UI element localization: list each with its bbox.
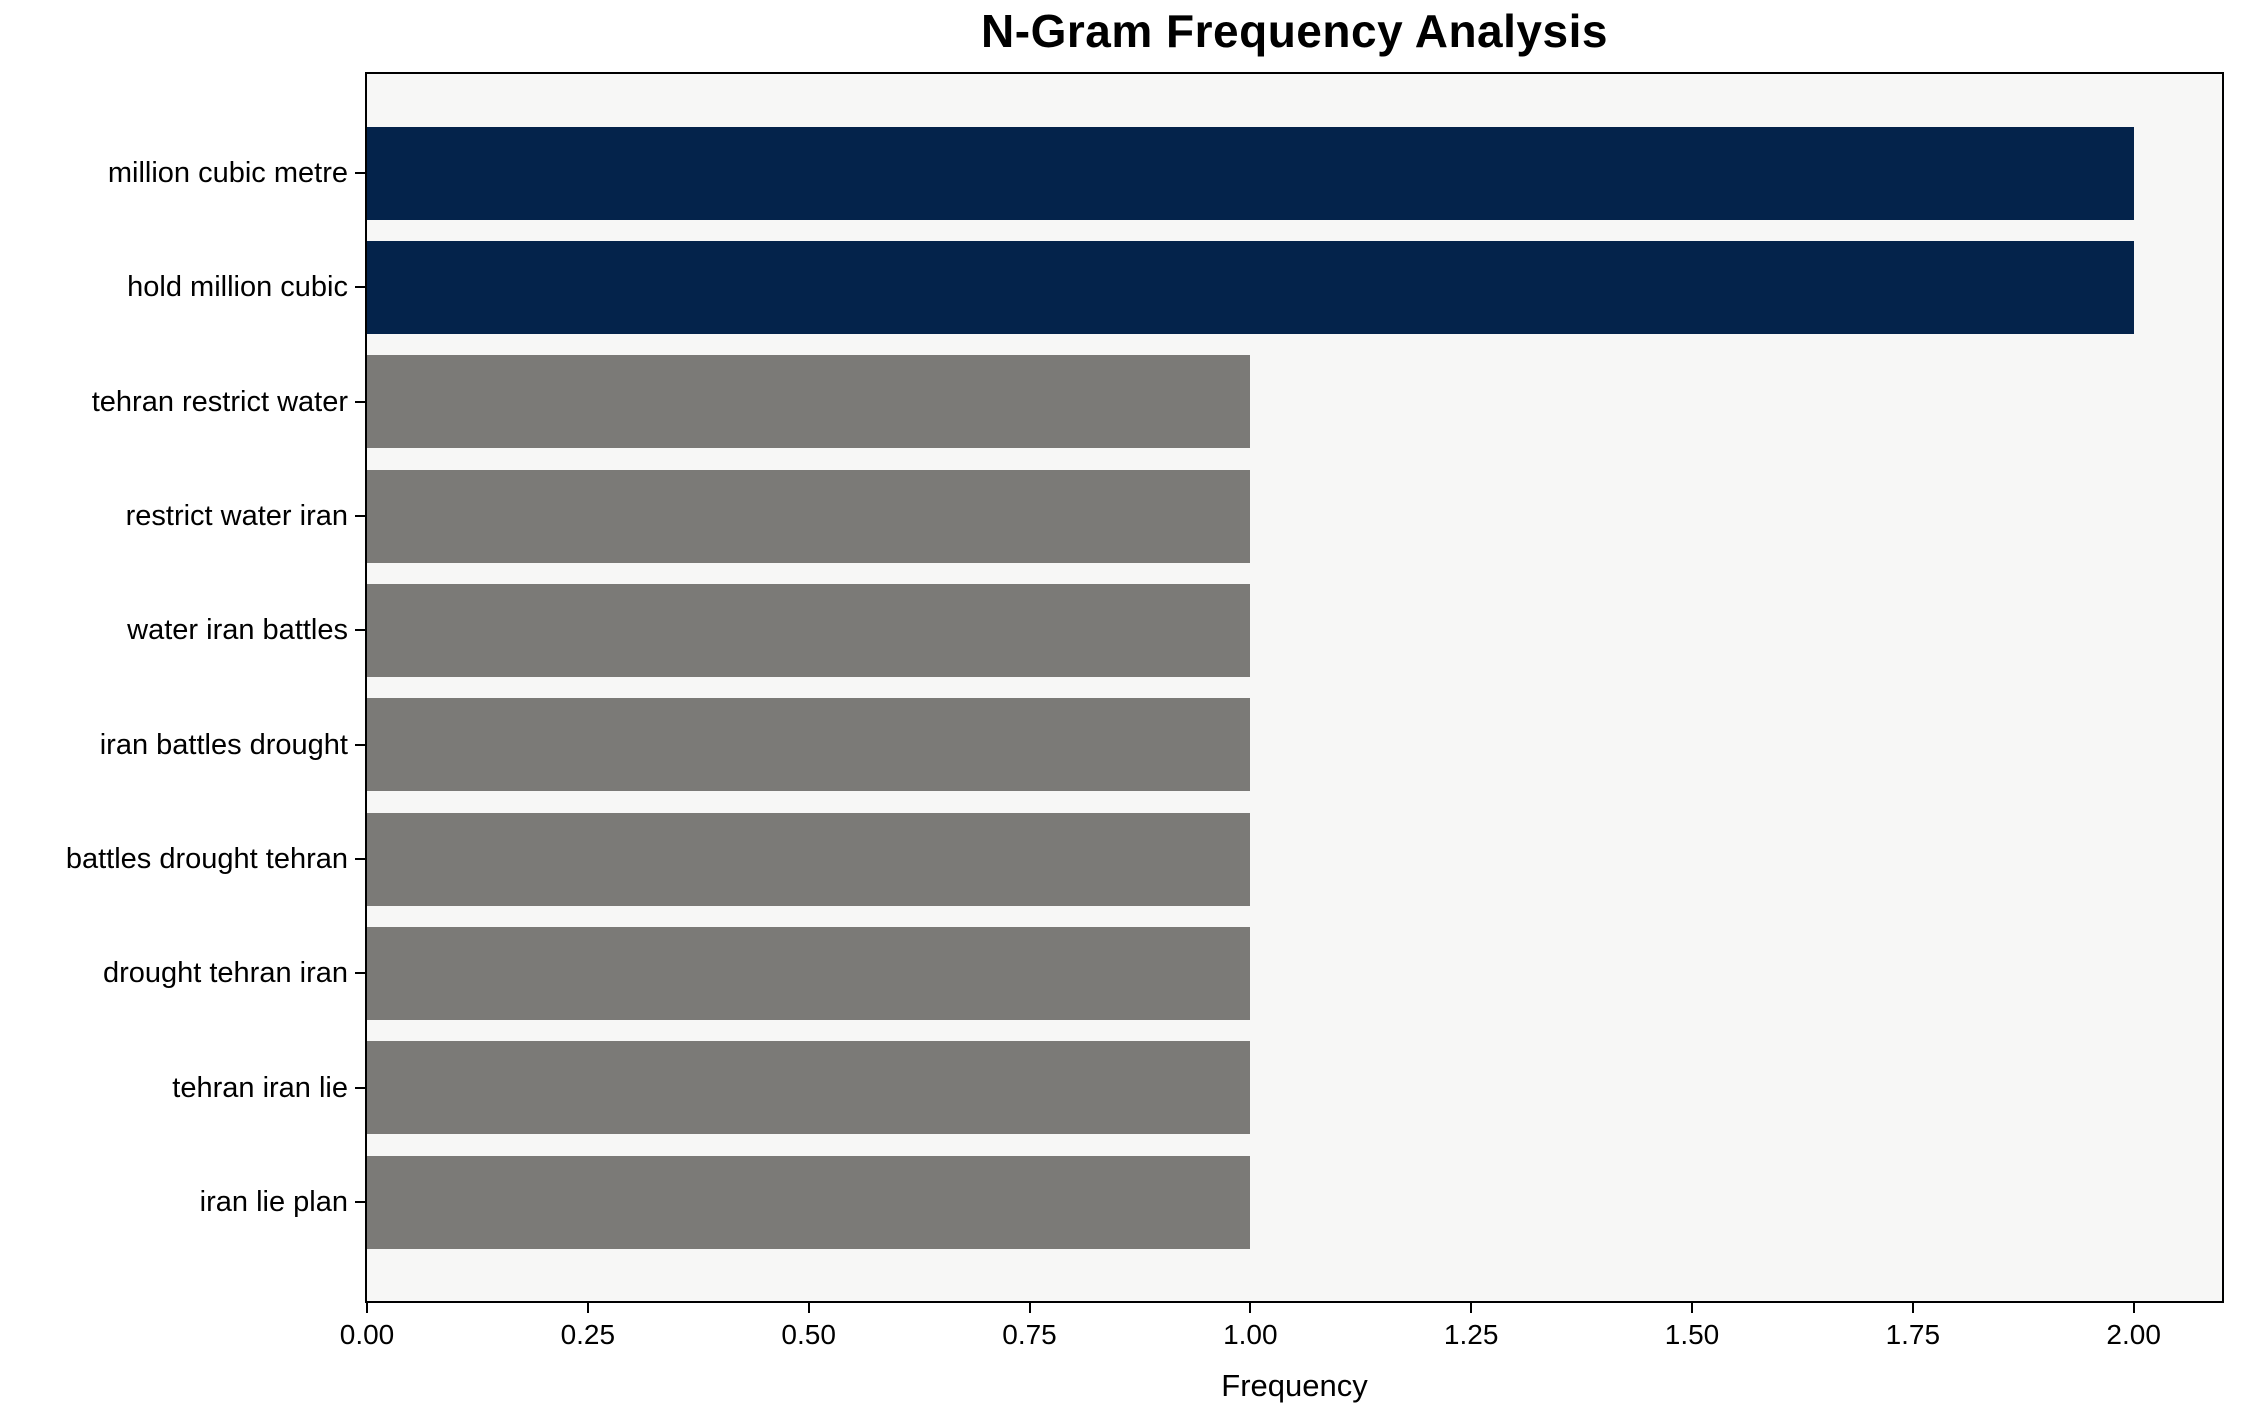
y-tick-label: drought tehran iran xyxy=(102,957,348,990)
x-tick-label: 1.25 xyxy=(1443,1319,1499,1350)
bar-restrict-water-iran xyxy=(367,469,1251,563)
y-tick-label: restrict water iran xyxy=(125,500,348,532)
x-tick-label: 0.75 xyxy=(1002,1319,1057,1350)
x-tick-mark xyxy=(807,1303,810,1313)
bar-million-cubic-metre xyxy=(367,126,2134,220)
x-tick-mark xyxy=(1028,1303,1031,1313)
y-tick-mark xyxy=(355,286,365,289)
x-tick-label: 0.00 xyxy=(339,1319,395,1350)
y-tick-mark xyxy=(355,972,365,975)
y-tick-label: battles drought tehran xyxy=(65,843,348,875)
y-tick-label: tehran iran lie xyxy=(172,1071,348,1104)
x-tick-mark xyxy=(366,1303,368,1313)
bar-water-iran-battles xyxy=(367,583,1251,677)
y-tick-mark xyxy=(355,1201,365,1203)
y-tick-mark xyxy=(355,629,365,632)
x-tick-mark xyxy=(1249,1303,1252,1313)
x-tick-mark xyxy=(586,1303,589,1313)
y-tick-mark xyxy=(355,858,365,860)
y-tick-mark xyxy=(355,172,365,174)
bar-iran-battles-drought xyxy=(367,698,1251,792)
bar-iran-lie-plan xyxy=(367,1155,1251,1249)
x-tick-label: 1.00 xyxy=(1223,1319,1278,1350)
plot-area xyxy=(365,72,2224,1303)
x-tick-mark xyxy=(1470,1303,1473,1313)
y-tick-mark xyxy=(355,743,365,746)
x-tick-mark xyxy=(1911,1303,1914,1313)
bar-tehran-restrict-water xyxy=(367,355,1251,449)
y-tick-label: tehran restrict water xyxy=(91,385,348,418)
bar-battles-drought-tehran xyxy=(367,812,1251,906)
bar-hold-million-cubic xyxy=(367,240,2134,334)
bar-tehran-iran-lie xyxy=(367,1041,1251,1135)
y-tick-mark xyxy=(355,515,365,517)
chart-title: N-Gram Frequency Analysis xyxy=(981,5,1608,57)
x-tick-mark xyxy=(2132,1303,2135,1313)
x-tick-label: 2.00 xyxy=(2106,1319,2161,1350)
x-tick-label: 1.75 xyxy=(1885,1319,1941,1350)
y-tick-label: iran battles drought xyxy=(99,728,348,761)
y-tick-label: million cubic metre xyxy=(107,157,348,189)
y-tick-label: water iran battles xyxy=(127,614,348,647)
x-tick-label: 1.50 xyxy=(1664,1319,1720,1350)
y-tick-label: hold million cubic xyxy=(127,271,348,304)
y-tick-mark xyxy=(355,400,365,403)
x-axis-label: Frequency xyxy=(1221,1368,1368,1403)
y-tick-label: iran lie plan xyxy=(199,1186,348,1218)
bar-drought-tehran-iran xyxy=(367,926,1251,1020)
x-tick-mark xyxy=(1691,1303,1693,1313)
x-tick-label: 0.25 xyxy=(560,1319,616,1350)
y-tick-mark xyxy=(355,1086,365,1089)
x-tick-label: 0.50 xyxy=(781,1319,836,1350)
